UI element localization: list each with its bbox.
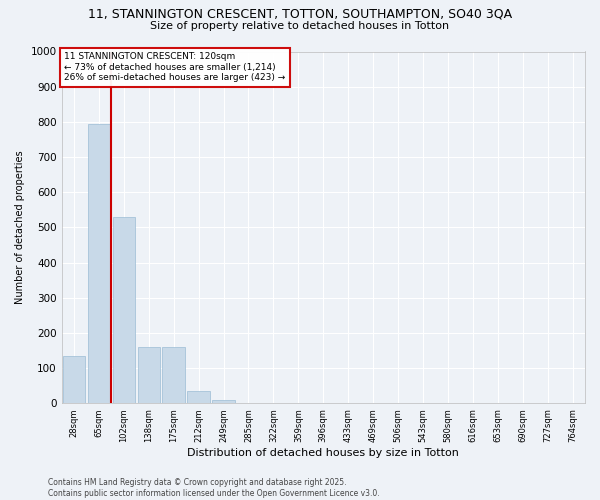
Bar: [212, 400, 235, 403]
Bar: [113, 217, 135, 403]
X-axis label: Distribution of detached houses by size in Totton: Distribution of detached houses by size …: [187, 448, 459, 458]
Text: Size of property relative to detached houses in Totton: Size of property relative to detached ho…: [151, 21, 449, 31]
Bar: [137, 347, 160, 403]
Text: 11 STANNINGTON CRESCENT: 120sqm
← 73% of detached houses are smaller (1,214)
26%: 11 STANNINGTON CRESCENT: 120sqm ← 73% of…: [64, 52, 286, 82]
Bar: [163, 347, 185, 403]
Text: Contains HM Land Registry data © Crown copyright and database right 2025.
Contai: Contains HM Land Registry data © Crown c…: [48, 478, 380, 498]
Text: 11, STANNINGTON CRESCENT, TOTTON, SOUTHAMPTON, SO40 3QA: 11, STANNINGTON CRESCENT, TOTTON, SOUTHA…: [88, 8, 512, 20]
Bar: [187, 391, 210, 403]
Y-axis label: Number of detached properties: Number of detached properties: [15, 150, 25, 304]
Bar: [88, 124, 110, 403]
Bar: [63, 356, 85, 403]
